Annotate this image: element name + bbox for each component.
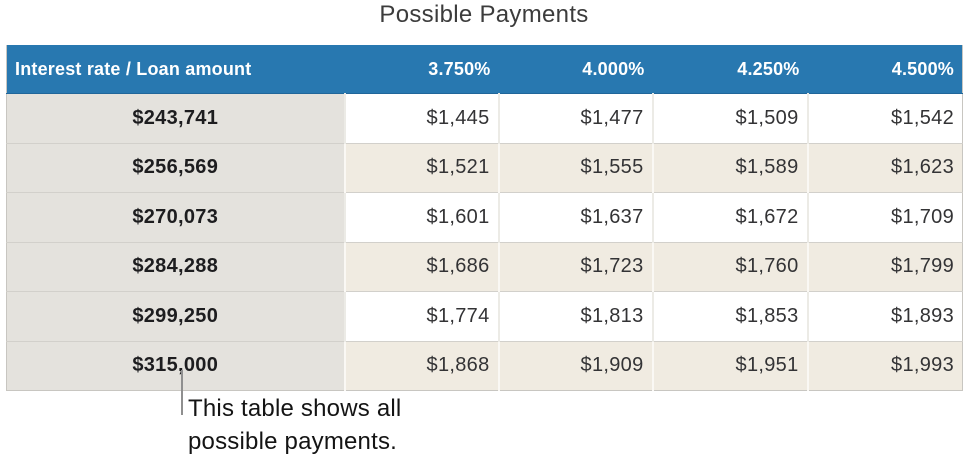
payment-cell[interactable]: $1,709 bbox=[806, 192, 963, 242]
payment-cell[interactable]: $1,853 bbox=[651, 291, 808, 341]
payment-cell[interactable]: $1,813 bbox=[497, 291, 653, 341]
callout-text: This table shows all possible payments. bbox=[188, 392, 401, 458]
payment-cell[interactable]: $1,509 bbox=[651, 93, 808, 143]
table-title: Possible Payments bbox=[379, 1, 589, 28]
loan-amount-cell[interactable]: $299,250 bbox=[6, 291, 345, 341]
payment-cell[interactable]: $1,723 bbox=[497, 241, 653, 292]
payment-cell[interactable]: $1,601 bbox=[343, 192, 499, 242]
payment-cell[interactable]: $1,868 bbox=[343, 340, 499, 391]
payment-cell[interactable]: $1,542 bbox=[806, 93, 963, 143]
payment-cell[interactable]: $1,799 bbox=[806, 241, 963, 292]
table-row: $270,073 $1,601 $1,637 $1,672 $1,709 bbox=[6, 192, 963, 242]
payment-cell[interactable]: $1,589 bbox=[651, 142, 808, 193]
payment-cell[interactable]: $1,993 bbox=[806, 340, 963, 391]
payment-cell[interactable]: $1,909 bbox=[497, 340, 653, 391]
possible-payments-table: Interest rate / Loan amount 3.750% 4.000… bbox=[6, 45, 963, 391]
payment-cell[interactable]: $1,555 bbox=[497, 142, 653, 193]
payment-cell[interactable]: $1,477 bbox=[497, 93, 653, 143]
header-rate-cell[interactable]: 4.500% bbox=[807, 45, 963, 94]
table-row: $256,569 $1,521 $1,555 $1,589 $1,623 bbox=[6, 142, 963, 193]
loan-amount-cell[interactable]: $256,569 bbox=[6, 142, 345, 193]
table-row: $243,741 $1,445 $1,477 $1,509 $1,542 bbox=[6, 93, 963, 143]
header-row: Interest rate / Loan amount 3.750% 4.000… bbox=[6, 45, 963, 94]
table-row: $315,000 $1,868 $1,909 $1,951 $1,993 bbox=[6, 340, 963, 391]
header-rate-cell[interactable]: 4.000% bbox=[498, 45, 653, 94]
callout-text-line1: This table shows all bbox=[188, 395, 402, 422]
table-row: $284,288 $1,686 $1,723 $1,760 $1,799 bbox=[6, 241, 963, 292]
header-rate-cell[interactable]: 3.750% bbox=[344, 45, 499, 94]
loan-amount-cell[interactable]: $284,288 bbox=[6, 241, 345, 292]
header-rate-cell[interactable]: 4.250% bbox=[652, 45, 808, 94]
payment-cell[interactable]: $1,893 bbox=[806, 291, 963, 341]
payment-cell[interactable]: $1,672 bbox=[651, 192, 808, 242]
loan-amount-cell[interactable]: $270,073 bbox=[6, 192, 345, 242]
loan-amount-cell[interactable]: $243,741 bbox=[6, 93, 345, 143]
callout-connector-line bbox=[181, 370, 183, 415]
payment-cell[interactable]: $1,637 bbox=[497, 192, 653, 242]
payment-cell[interactable]: $1,445 bbox=[343, 93, 499, 143]
payment-cell[interactable]: $1,774 bbox=[343, 291, 499, 341]
callout-text-line2: possible payments. bbox=[188, 428, 398, 455]
loan-amount-cell[interactable]: $315,000 bbox=[6, 340, 345, 391]
header-corner-cell[interactable]: Interest rate / Loan amount bbox=[6, 45, 345, 94]
payment-cell[interactable]: $1,760 bbox=[651, 241, 808, 292]
payment-cell[interactable]: $1,623 bbox=[806, 142, 963, 193]
payment-cell[interactable]: $1,521 bbox=[343, 142, 499, 193]
payment-cell[interactable]: $1,951 bbox=[651, 340, 808, 391]
payment-cell[interactable]: $1,686 bbox=[343, 241, 499, 292]
table-row: $299,250 $1,774 $1,813 $1,853 $1,893 bbox=[6, 291, 963, 341]
